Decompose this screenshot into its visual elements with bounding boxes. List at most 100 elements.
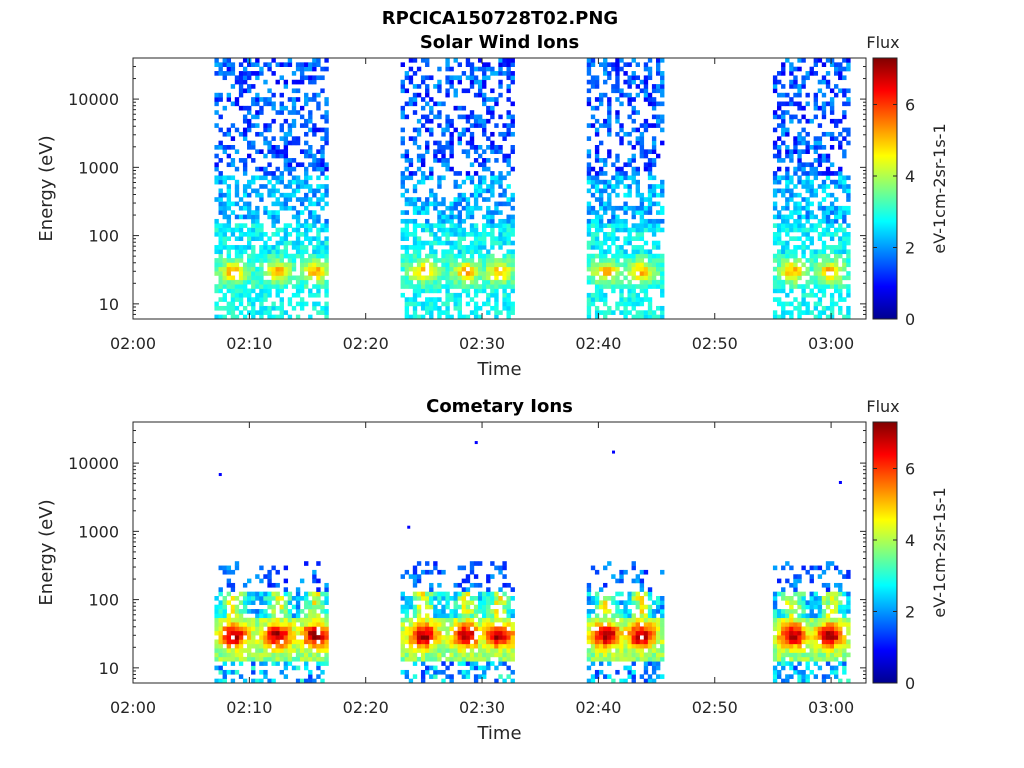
spectrogram-cell	[287, 652, 293, 658]
spectrogram-cell	[486, 630, 491, 636]
spectrogram-cell	[506, 240, 511, 246]
spectrogram-cell	[510, 223, 515, 228]
spectrogram-cell	[772, 669, 778, 675]
spectrogram-cell	[838, 240, 843, 246]
spectrogram-cell	[222, 58, 227, 63]
spectrogram-cell	[267, 310, 272, 315]
spectrogram-cell	[506, 271, 511, 276]
spectrogram-cell	[408, 162, 414, 168]
spectrogram-cell	[801, 205, 806, 211]
spectrogram-cell	[230, 648, 236, 653]
spectrogram-cell	[312, 292, 317, 298]
spectrogram-cell	[805, 149, 810, 154]
spectrogram-cell	[490, 596, 495, 601]
spectrogram-cell	[482, 613, 487, 619]
spectrogram-cell	[238, 661, 244, 666]
spectrogram-cell	[498, 66, 503, 72]
spectrogram-cell	[247, 245, 252, 250]
spectrogram-cell	[821, 92, 827, 98]
spectrogram-cell	[660, 314, 665, 320]
spectrogram-cell	[594, 118, 600, 124]
spectrogram-cell	[506, 639, 511, 645]
spectrogram-cell	[627, 626, 632, 632]
spectrogram-cell	[809, 292, 814, 298]
spectrogram-cell	[267, 245, 272, 250]
spectrogram-cell	[490, 105, 495, 111]
spectrogram-cell	[234, 79, 240, 85]
spectrogram-cell	[846, 62, 851, 67]
spectrogram-cell	[416, 245, 422, 250]
spectrogram-cell	[619, 262, 624, 268]
spectrogram-cell	[320, 661, 325, 666]
spectrogram-cell	[238, 75, 244, 81]
spectrogram-cell	[781, 591, 786, 597]
spectrogram-cell	[287, 140, 293, 146]
spectrogram-cell	[316, 92, 321, 98]
spectrogram-cell	[655, 604, 661, 610]
spectrogram-cell	[242, 245, 248, 250]
spectrogram-cell	[829, 314, 835, 320]
spectrogram-cell	[809, 253, 814, 259]
spectrogram-cell	[425, 145, 430, 150]
spectrogram-cell	[412, 101, 418, 107]
spectrogram-cell	[214, 71, 219, 76]
spectrogram-cell	[469, 266, 475, 272]
spectrogram-cell	[429, 192, 434, 198]
spectrogram-cell	[449, 652, 454, 658]
spectrogram-cell	[797, 88, 802, 94]
spectrogram-cell	[660, 258, 665, 263]
spectrogram-cell	[615, 118, 620, 124]
spectrogram-cell	[805, 101, 810, 107]
spectrogram-cell	[477, 674, 483, 679]
spectrogram-cell	[433, 305, 438, 311]
spectrogram-cell	[445, 253, 450, 259]
spectrogram-cell	[776, 591, 782, 597]
spectrogram-cell	[251, 630, 256, 636]
spectrogram-cell	[425, 175, 430, 181]
spectrogram-cell	[441, 262, 446, 268]
spectrogram-cell	[263, 205, 268, 211]
spectrogram-cell	[486, 223, 491, 228]
spectrogram-cell	[506, 158, 511, 163]
spectrogram-cell	[838, 288, 843, 294]
spectrogram-cell	[842, 149, 847, 154]
spectrogram-cell	[247, 236, 252, 241]
spectrogram-cell	[502, 639, 507, 645]
spectrogram-cell	[842, 591, 847, 597]
spectrogram-cell	[838, 635, 843, 640]
spectrogram-cell	[251, 262, 256, 268]
spectrogram-cell	[433, 232, 438, 237]
spectrogram-cell	[312, 284, 317, 289]
spectrogram-cell	[797, 136, 802, 141]
spectrogram-cell	[433, 266, 438, 272]
spectrogram-cell	[772, 635, 778, 640]
spectrogram-cell	[316, 600, 321, 605]
spectrogram-cell	[655, 665, 661, 671]
spectrogram-cell	[465, 153, 471, 159]
spectrogram-cell	[494, 310, 499, 315]
spectrogram-cell	[457, 262, 462, 268]
spectrogram-cell	[838, 236, 843, 241]
spectrogram-cell	[304, 149, 309, 154]
spectrogram-cell	[801, 140, 806, 146]
spectrogram-cell	[226, 253, 232, 259]
spectrogram-cell	[482, 626, 487, 632]
spectrogram-cell	[801, 79, 806, 85]
spectrogram-cell	[247, 214, 252, 220]
spectrogram-cell	[785, 171, 790, 176]
spectrogram-cell	[490, 179, 495, 185]
spectrogram-cell	[226, 162, 232, 168]
spectrogram-cell	[821, 131, 827, 137]
spectrogram-cell	[586, 314, 592, 320]
spectrogram-cell	[295, 245, 301, 250]
spectrogram-cell	[809, 184, 814, 189]
spectrogram-cell	[263, 136, 268, 141]
spectrogram-cell	[615, 227, 620, 233]
spectrogram-cell	[619, 630, 624, 636]
spectrogram-cell	[234, 622, 240, 627]
spectrogram-cell	[433, 101, 438, 107]
spectrogram-cell	[594, 630, 600, 636]
spectrogram-cell	[255, 643, 260, 649]
spectrogram-cell	[510, 596, 515, 601]
spectrogram-cell	[619, 310, 624, 315]
